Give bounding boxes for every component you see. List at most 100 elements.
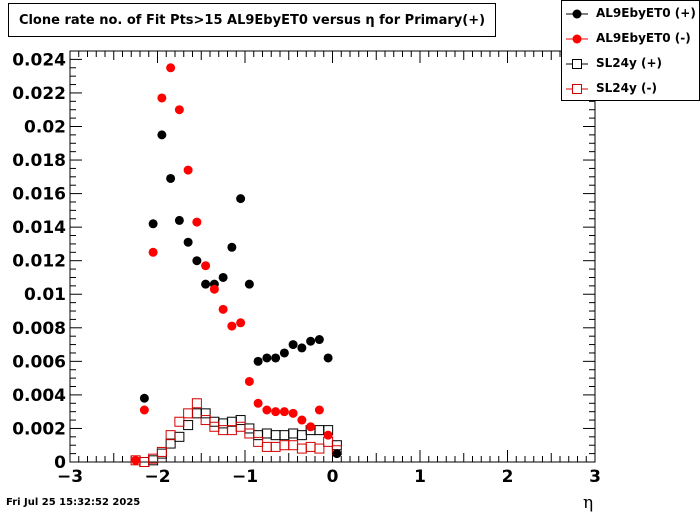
data-point-series-2: [226, 416, 237, 427]
x-axis-label: η: [583, 493, 594, 513]
data-point-series-0: [323, 353, 333, 363]
data-point-series-2: [331, 440, 342, 451]
legend-label: SL24y (-): [596, 81, 657, 95]
data-point-series-2: [253, 430, 264, 441]
data-point-series-1: [183, 165, 193, 175]
data-point-series-2: [244, 423, 255, 434]
data-point-series-1: [262, 405, 272, 415]
legend-entry-al9-plus: AL9EbyET0 (+): [562, 2, 699, 27]
y-tick-label: 0: [54, 453, 66, 473]
data-point-series-3: [253, 436, 264, 447]
data-point-series-3: [218, 425, 229, 436]
legend-entry-sl24-plus: SL24y (+): [562, 52, 699, 77]
y-tick-label: 0.008: [12, 319, 66, 339]
data-point-series-0: [192, 256, 202, 266]
data-point-series-1: [306, 422, 316, 432]
data-point-series-1: [201, 261, 211, 271]
data-point-series-0: [166, 173, 176, 183]
data-point-series-2: [165, 438, 176, 449]
legend-marker-filled-circle-black: [566, 9, 588, 19]
legend-marker-open-square-black: [566, 59, 588, 69]
data-point-series-0: [279, 348, 289, 358]
y-tick-label: 0.024: [12, 50, 66, 70]
data-point-series-0: [288, 340, 298, 350]
x-tick-label: −1: [232, 467, 258, 487]
x-tick-label: −2: [144, 467, 170, 487]
data-point-series-1: [131, 455, 141, 465]
data-point-series-3: [244, 428, 255, 439]
y-tick-label: 0.014: [12, 218, 66, 238]
data-points: [130, 63, 342, 467]
data-point-series-1: [279, 407, 289, 417]
data-point-series-1: [297, 415, 307, 425]
y-tick-label: 0.002: [12, 419, 66, 439]
data-point-series-1: [166, 63, 176, 73]
y-tick-label: 0.012: [12, 252, 66, 272]
data-point-series-3: [261, 441, 272, 452]
data-point-series-1: [271, 407, 281, 417]
data-point-series-2: [296, 430, 307, 441]
data-point-series-0: [253, 356, 263, 366]
legend-entry-al9-minus: AL9EbyET0 (-): [562, 27, 699, 52]
data-point-series-2: [200, 408, 211, 419]
legend-label: AL9EbyET0 (-): [596, 31, 691, 45]
data-point-series-2: [174, 431, 185, 442]
data-point-series-0: [183, 237, 193, 247]
data-point-series-2: [209, 416, 220, 427]
data-point-series-0: [201, 279, 211, 289]
data-point-series-1: [314, 405, 324, 415]
legend: AL9EbyET0 (+) AL9EbyET0 (-) SL24y (+) SL…: [561, 0, 700, 101]
data-point-series-2: [279, 430, 290, 441]
y-axis-ticks: 0 0.002 0.004 0.006 0.008 0.01 0.012 0.014 0.016…: [12, 50, 595, 473]
y-tick-label: 0.02: [24, 117, 66, 137]
data-point-series-1: [253, 398, 263, 408]
y-tick-label: 0.022: [12, 84, 66, 104]
data-point-series-3: [270, 441, 281, 452]
data-point-series-3: [165, 430, 176, 441]
data-point-series-2: [288, 428, 299, 439]
data-point-series-3: [148, 453, 159, 464]
data-point-series-0: [297, 343, 307, 353]
data-point-series-2: [235, 415, 246, 426]
data-point-series-0: [148, 219, 158, 229]
data-point-series-2: [314, 425, 325, 436]
data-point-series-0: [139, 393, 149, 403]
data-point-series-3: [305, 441, 316, 452]
data-point-series-1: [174, 105, 184, 115]
legend-marker-filled-circle-red: [566, 34, 588, 44]
chart-title-text: Clone rate no. of Fit Pts>15 AL9EbyET0 v…: [18, 12, 486, 28]
data-point-series-1: [323, 430, 333, 440]
x-axis-ticks: −3 −2 −1 0 1 2 3: [57, 51, 601, 487]
legend-marker-open-square-red: [566, 84, 588, 94]
data-point-series-3: [174, 416, 185, 427]
y-tick-label: 0.016: [12, 185, 66, 205]
data-point-series-3: [191, 398, 202, 409]
data-point-series-2: [218, 418, 229, 429]
data-point-series-2: [191, 408, 202, 419]
data-point-series-2: [270, 430, 281, 441]
data-point-series-1: [192, 217, 202, 227]
data-point-series-3: [314, 443, 325, 454]
data-point-series-0: [157, 130, 167, 140]
legend-entry-sl24-minus: SL24y (-): [562, 77, 699, 102]
legend-label: AL9EbyET0 (+): [596, 6, 696, 20]
data-point-series-3: [200, 415, 211, 426]
data-point-series-2: [261, 428, 272, 439]
data-point-series-1: [139, 405, 149, 415]
plot-frame: [69, 50, 596, 463]
data-point-series-0: [332, 449, 342, 459]
x-tick-label: 3: [589, 467, 601, 487]
data-point-series-1: [244, 376, 254, 386]
data-point-series-3: [235, 421, 246, 432]
timestamp: Fri Jul 25 15:32:52 2025: [6, 497, 141, 508]
data-point-series-3: [183, 408, 194, 419]
data-point-series-0: [314, 335, 324, 345]
data-point-series-2: [183, 420, 194, 431]
data-point-series-3: [156, 446, 167, 457]
data-point-series-1: [288, 408, 298, 418]
x-tick-label: −3: [57, 467, 83, 487]
y-tick-label: 0.004: [12, 386, 66, 406]
data-point-series-3: [279, 440, 290, 451]
data-point-series-0: [236, 194, 246, 204]
